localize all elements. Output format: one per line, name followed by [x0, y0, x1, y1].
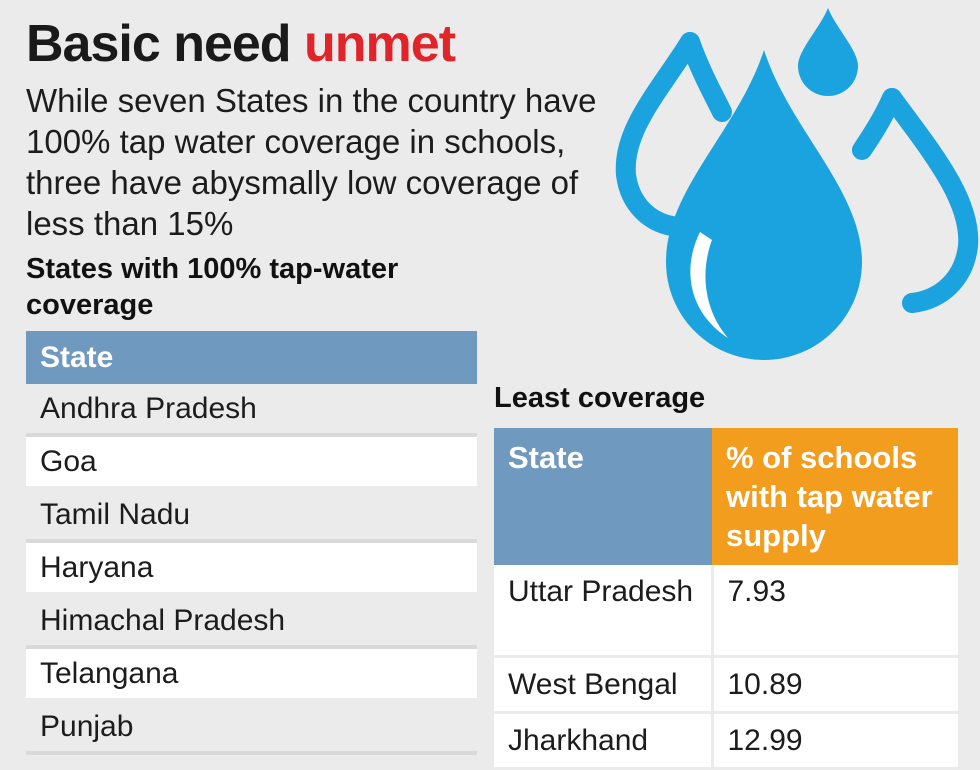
state-cell: Himachal Pradesh — [26, 594, 477, 649]
table-row: Uttar Pradesh 7.93 — [494, 565, 958, 658]
right-drop-outline-icon — [882, 88, 979, 313]
state-cell: Uttar Pradesh — [494, 565, 714, 658]
small-drop-icon — [798, 8, 858, 96]
subtitle: While seven States in the country have 1… — [26, 82, 597, 242]
state-cell: Andhra Pradesh — [26, 384, 477, 437]
full-coverage-heading: States with 100% tap-water coverage — [26, 253, 399, 321]
full-coverage-header: State — [26, 331, 477, 384]
table-row: Jharkhand 12.99 — [494, 712, 958, 770]
state-cell: West Bengal — [494, 656, 714, 714]
state-cell: Tamil Nadu — [26, 488, 477, 543]
value-cell: 12.99 — [712, 712, 958, 770]
table-row: Punjab — [26, 700, 477, 755]
water-drop-icon — [615, 8, 979, 360]
least-coverage-heading: Least coverage — [494, 382, 706, 414]
title-main: Basic need — [26, 15, 292, 73]
state-cell: Telangana — [26, 647, 477, 702]
state-column-header: State — [494, 428, 712, 565]
table-row: Tamil Nadu — [26, 488, 477, 543]
table-row: Haryana — [26, 541, 477, 596]
big-drop-icon — [666, 50, 862, 360]
title-accent: unmet — [304, 15, 456, 73]
table-row: West Bengal 10.89 — [494, 656, 958, 714]
percent-column-header: % of schools with tap water supply — [712, 428, 958, 565]
table-row: Telangana — [26, 647, 477, 702]
full-coverage-table: State Andhra Pradesh Goa Tamil Nadu Hary… — [26, 331, 477, 755]
table-row: Himachal Pradesh — [26, 594, 477, 649]
state-cell: Punjab — [26, 700, 477, 755]
state-cell: Haryana — [26, 541, 477, 596]
state-cell: Goa — [26, 435, 477, 490]
table-row: Goa — [26, 435, 477, 490]
value-cell: 7.93 — [712, 565, 958, 658]
table-row: Andhra Pradesh — [26, 384, 477, 437]
drop-highlight-icon — [690, 232, 728, 338]
value-cell: 10.89 — [712, 656, 958, 714]
least-coverage-table: State % of schools with tap water supply… — [494, 428, 958, 770]
state-cell: Jharkhand — [494, 712, 714, 770]
page-title: Basic need unmet — [26, 14, 456, 74]
left-drop-outline-icon — [615, 32, 700, 236]
